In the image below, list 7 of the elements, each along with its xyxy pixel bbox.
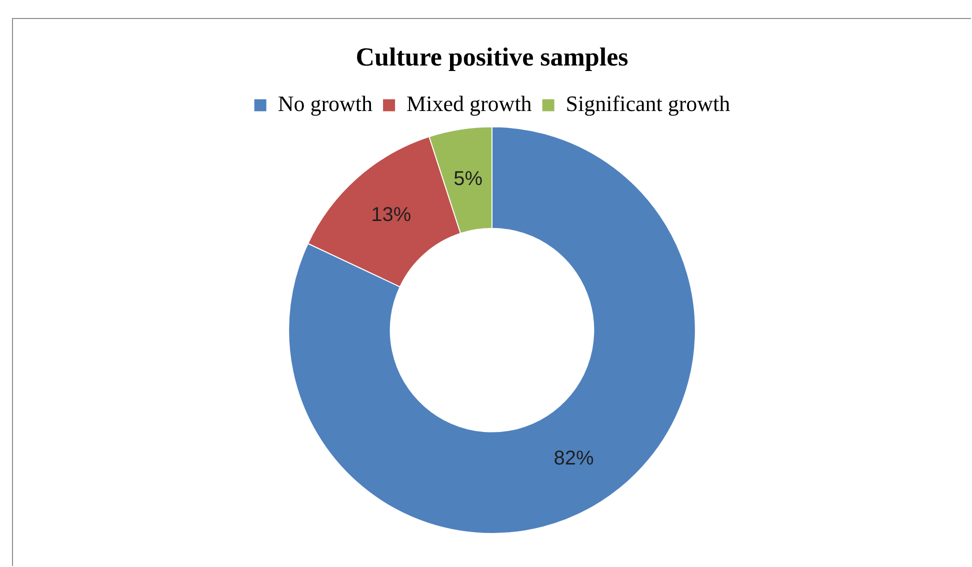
chart-title: Culture positive samples [356, 42, 628, 72]
data-label: 5% [454, 168, 483, 190]
data-label: 82% [554, 447, 594, 470]
legend-label: Mixed growth [406, 90, 532, 116]
data-label: 13% [371, 204, 412, 226]
legend-label: Significant growth [566, 90, 730, 116]
legend-label: No growth [278, 90, 373, 116]
